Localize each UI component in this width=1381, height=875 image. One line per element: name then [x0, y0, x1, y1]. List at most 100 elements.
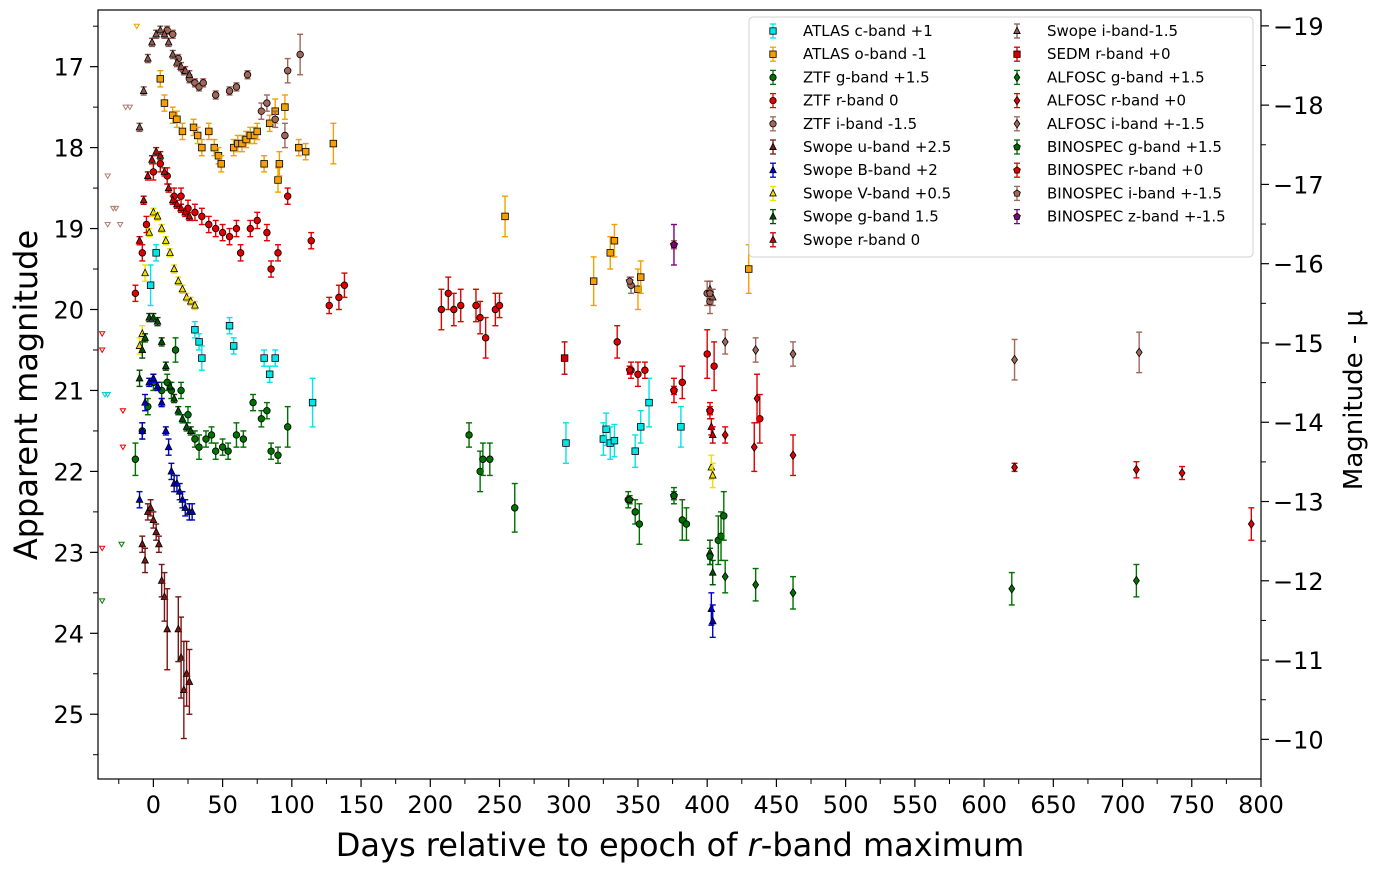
y-tick-label: 22 [53, 458, 84, 486]
data-point [274, 249, 282, 257]
data-point [149, 168, 158, 176]
x-tick-label: 150 [338, 791, 384, 819]
series-17 [625, 239, 714, 299]
data-point [157, 337, 166, 345]
data-point [232, 431, 241, 439]
series-1 [156, 70, 753, 311]
data-point [253, 127, 261, 136]
y-tick-label: 23 [53, 539, 84, 567]
data-point [177, 192, 185, 200]
data-point [135, 235, 144, 244]
series-10 [135, 25, 717, 307]
data-point [249, 398, 257, 407]
data-point [645, 398, 653, 407]
data-point [185, 211, 194, 220]
legend-entry: ALFOSC i-band +-1.5 [1013, 115, 1205, 133]
data-point [198, 354, 206, 362]
data-point [274, 176, 282, 184]
data-point [329, 139, 338, 148]
data-point [179, 685, 188, 693]
data-point [177, 652, 186, 661]
legend-marker [1013, 118, 1021, 129]
legend-label: ZTF r-band 0 [803, 92, 899, 110]
data-point [789, 587, 797, 598]
x-tick-label: 400 [684, 791, 730, 819]
data-point [211, 91, 220, 99]
data-point [710, 362, 718, 370]
data-point [186, 426, 195, 434]
x-axis: 0 50 100 150 200 250 300 350 400 450 500 550 600 650 7… [118, 779, 1284, 819]
data-point [157, 223, 166, 232]
data-point [217, 160, 225, 168]
legend-entry: BINOSPEC r-band +0 [1013, 161, 1203, 179]
data-point [164, 37, 173, 46]
data-point [156, 75, 165, 83]
data-point [340, 281, 349, 289]
y-right-tick-label: −10 [1273, 726, 1324, 754]
y-axis-title: Apparent magnitude [7, 230, 45, 560]
data-point [157, 397, 166, 406]
y-tick-label: 19 [53, 216, 84, 244]
y-tick-label: 17 [53, 54, 84, 82]
data-point [271, 115, 279, 123]
data-point [267, 447, 275, 455]
data-point [283, 423, 292, 431]
plot-frame [97, 9, 1262, 780]
data-point [283, 192, 292, 200]
upper-limit-marker [98, 347, 106, 354]
upper-limit-marker [119, 444, 127, 451]
data-point [479, 455, 487, 463]
data-point [275, 160, 284, 168]
data-point [182, 668, 191, 677]
data-point [218, 443, 227, 451]
data-point [242, 135, 250, 144]
data-point [161, 235, 170, 244]
y-right-tick-label: −17 [1273, 171, 1324, 199]
data-point [637, 273, 645, 281]
data-point [472, 301, 480, 310]
x-tick-label: 800 [1238, 791, 1284, 819]
data-point [1132, 575, 1140, 586]
data-point [177, 386, 185, 395]
legend-entry: ATLAS c-band +1 [769, 22, 933, 40]
x-tick-label: 650 [1030, 791, 1076, 819]
data-point [706, 552, 714, 560]
data-point [154, 539, 163, 548]
data-point [501, 212, 509, 221]
data-point [178, 413, 187, 422]
x-tick-label: 300 [546, 791, 592, 819]
data-point [670, 491, 678, 500]
legend-entry: BINOSPEC i-band +-1.5 [1013, 184, 1222, 202]
data-point [135, 341, 144, 349]
legend-entry: Swope V-band +0.5 [769, 184, 951, 202]
data-point [476, 313, 484, 322]
legend-marker [769, 211, 777, 220]
data-point [131, 455, 140, 463]
data-point [263, 406, 271, 415]
upper-limit-marker [104, 173, 112, 180]
legend-entry: ATLAS o-band -1 [769, 45, 927, 63]
data-point [164, 183, 173, 192]
data-point [246, 224, 254, 233]
legend-marker [1013, 95, 1021, 106]
data-point [283, 67, 292, 75]
data-point [631, 447, 639, 455]
x-axis-title: Days relative to epoch of r-band maximum [336, 826, 1024, 864]
data-point [202, 435, 210, 443]
data-point [257, 107, 266, 115]
data-point [634, 370, 642, 378]
y-right-tick-label: −12 [1273, 568, 1324, 596]
data-point [720, 512, 728, 520]
legend-label: Swope B-band +2 [803, 161, 938, 179]
data-point [152, 527, 161, 536]
data-point [138, 249, 147, 257]
legend-marker [1013, 166, 1021, 174]
data-point [232, 83, 241, 91]
data-point [207, 431, 216, 439]
data-point [161, 361, 170, 370]
data-point [752, 579, 760, 590]
data-point [145, 227, 154, 236]
data-point [185, 69, 194, 78]
data-point [560, 354, 569, 362]
